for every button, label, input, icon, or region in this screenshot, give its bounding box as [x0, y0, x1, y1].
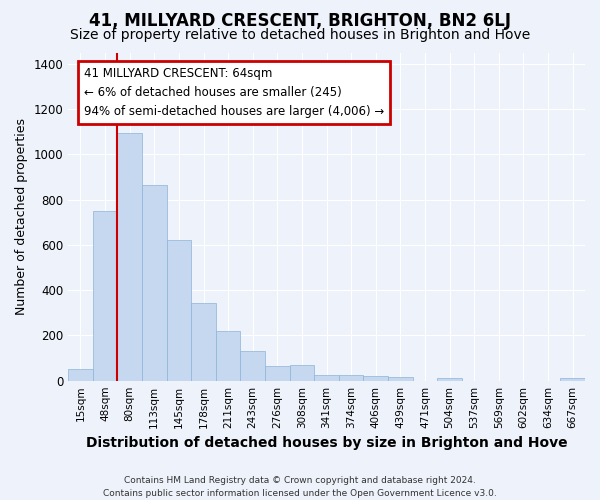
Bar	[437, 378, 462, 380]
Bar	[290, 365, 314, 380]
Y-axis label: Number of detached properties: Number of detached properties	[15, 118, 28, 315]
Text: Size of property relative to detached houses in Brighton and Hove: Size of property relative to detached ho…	[70, 28, 530, 42]
Bar	[191, 302, 216, 380]
Text: 41 MILLYARD CRESCENT: 64sqm
← 6% of detached houses are smaller (245)
94% of sem: 41 MILLYARD CRESCENT: 64sqm ← 6% of deta…	[83, 68, 384, 118]
Bar	[142, 185, 167, 380]
Bar	[216, 331, 241, 380]
Bar	[364, 376, 388, 380]
Bar	[93, 211, 118, 380]
Bar	[118, 133, 142, 380]
Text: 41, MILLYARD CRESCENT, BRIGHTON, BN2 6LJ: 41, MILLYARD CRESCENT, BRIGHTON, BN2 6LJ	[89, 12, 511, 30]
Bar	[241, 352, 265, 380]
Text: Contains HM Land Registry data © Crown copyright and database right 2024.
Contai: Contains HM Land Registry data © Crown c…	[103, 476, 497, 498]
Bar	[388, 378, 413, 380]
Bar	[339, 375, 364, 380]
Bar	[167, 240, 191, 380]
Bar	[560, 378, 585, 380]
Bar	[68, 370, 93, 380]
Bar	[265, 366, 290, 380]
Bar	[314, 375, 339, 380]
X-axis label: Distribution of detached houses by size in Brighton and Hove: Distribution of detached houses by size …	[86, 436, 568, 450]
